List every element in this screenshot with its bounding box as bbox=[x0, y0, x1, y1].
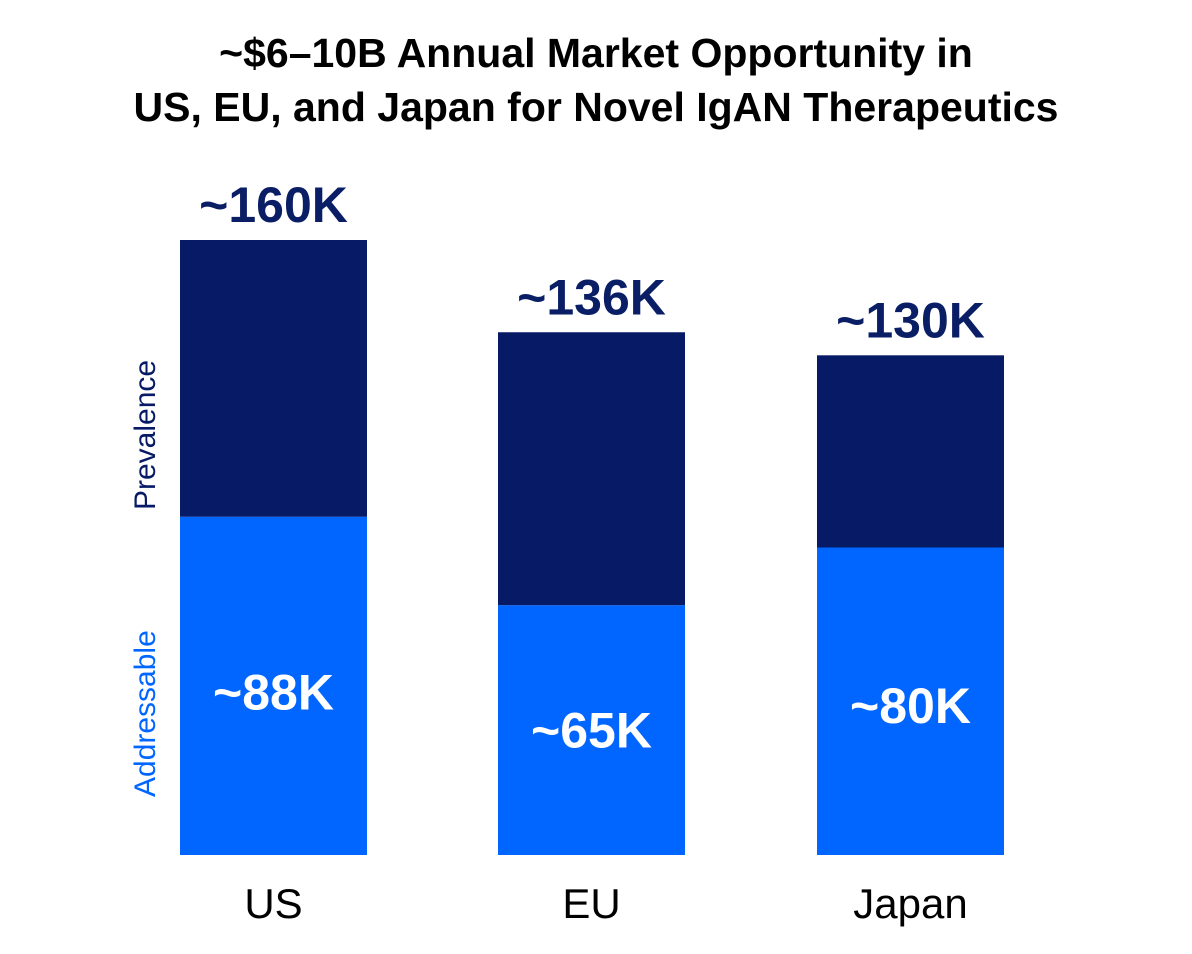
chart-title-line-1: ~$6–10B Annual Market Opportunity in bbox=[219, 30, 973, 76]
addressable-label-us: ~88K bbox=[213, 665, 334, 721]
bar-addressable-eu bbox=[498, 605, 685, 855]
legend-prevalence: Prevalence bbox=[129, 360, 162, 510]
category-label-eu: EU bbox=[562, 880, 620, 927]
total-label-eu: ~136K bbox=[517, 269, 666, 325]
addressable-label-eu: ~65K bbox=[531, 703, 652, 759]
bar-addressable-japan bbox=[817, 547, 1004, 855]
bar-prevalence-us bbox=[180, 240, 367, 517]
bar-addressable-us bbox=[180, 516, 367, 855]
bar-prevalence-eu bbox=[498, 332, 685, 606]
category-label-us: US bbox=[244, 880, 302, 927]
total-label-us: ~160K bbox=[199, 177, 348, 233]
chart-title-line-2: US, EU, and Japan for Novel IgAN Therape… bbox=[133, 84, 1059, 130]
total-label-japan: ~130K bbox=[836, 292, 985, 348]
bar-prevalence-japan bbox=[817, 355, 1004, 548]
chart-title: ~$6–10B Annual Market Opportunity in US,… bbox=[0, 26, 1192, 134]
category-label-japan: Japan bbox=[853, 880, 967, 927]
addressable-label-japan: ~80K bbox=[850, 678, 971, 734]
legend-addressable: Addressable bbox=[129, 630, 162, 797]
labels-group: ~160K ~88K US ~136K ~65K EU ~130K ~80K Japan bbox=[199, 177, 985, 927]
bars-group bbox=[180, 240, 1004, 855]
